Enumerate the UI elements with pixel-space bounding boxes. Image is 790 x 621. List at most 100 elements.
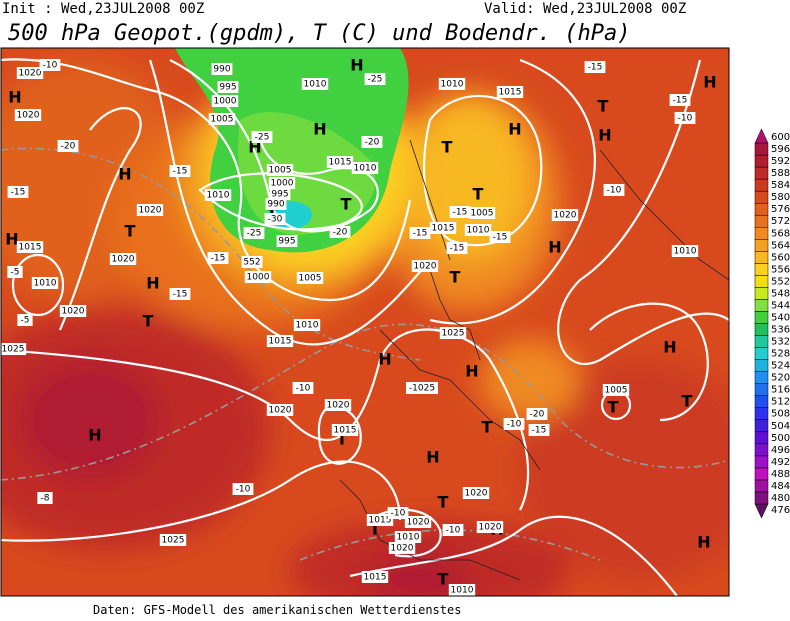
contour-label: 1000 (271, 179, 294, 189)
pressure-center: H (703, 73, 716, 92)
contour-label: 1020 (391, 544, 414, 554)
label-box (207, 252, 229, 264)
label-box (136, 204, 164, 216)
color-swatch (754, 395, 769, 408)
label-box (331, 424, 359, 436)
label-box (293, 319, 321, 331)
label-box (476, 521, 504, 533)
pressure-center: T (143, 312, 154, 331)
contour-label: 1015 (364, 573, 387, 583)
color-bar-label: 584 (771, 180, 790, 191)
color-swatch (754, 154, 769, 168)
label-box (464, 224, 492, 236)
color-swatch (754, 419, 769, 433)
label-box (204, 189, 232, 201)
pressure-center: H (146, 274, 159, 293)
label-box (159, 534, 187, 546)
color-swatch (754, 383, 769, 396)
color-swatch (754, 371, 769, 384)
color-swatch (754, 491, 769, 505)
pressure-center: T (438, 493, 449, 512)
color-bar-label: 588 (771, 168, 790, 179)
contour-label: -5 (11, 268, 20, 278)
color-swatch (754, 503, 769, 519)
label-box (37, 492, 53, 504)
color-bar-label: 532 (771, 337, 790, 348)
label-box (674, 112, 696, 124)
contour-label: 1005 (471, 209, 494, 219)
label-box (292, 382, 314, 394)
pressure-center: T (337, 430, 348, 449)
label-box (59, 305, 87, 317)
contour-label: 1025 (162, 536, 185, 546)
color-swatch (754, 226, 769, 240)
label-box (388, 542, 416, 554)
label-box (429, 222, 457, 234)
contour-label: -15 (11, 188, 26, 198)
pressure-center: H (5, 230, 18, 249)
contour-label: -20 (365, 138, 380, 148)
contour-label: -25 (247, 229, 262, 239)
color-swatch (754, 263, 769, 276)
label-box (301, 78, 329, 90)
label-box (109, 253, 137, 265)
color-bar-label: 580 (771, 192, 790, 203)
label-box (394, 531, 422, 543)
label-box (329, 226, 351, 238)
color-bar-label: 508 (771, 409, 790, 420)
pressure-center: T (598, 97, 609, 116)
pressure-center: H (118, 165, 131, 184)
pressure-center: H (8, 88, 21, 107)
contour-label: 1020 (269, 406, 292, 416)
color-bar-label: 480 (771, 493, 790, 504)
label-box (366, 514, 394, 526)
label-box (324, 399, 352, 411)
contour-label: 1020 (62, 307, 85, 317)
contour-label: -30 (268, 215, 283, 225)
color-swatch (754, 178, 769, 192)
contour-label: -8 (41, 494, 50, 504)
contour-label: 1010 (441, 80, 464, 90)
color-swatch (754, 190, 769, 204)
label-box (409, 227, 431, 239)
contour-label: -15 (211, 254, 226, 264)
color-swatch (754, 287, 769, 300)
label-box (266, 404, 294, 416)
color-swatch (754, 335, 769, 348)
contour-label: -10 (391, 509, 406, 519)
contour-label: 995 (271, 190, 288, 200)
pressure-center: T (370, 520, 381, 539)
label-box (669, 94, 691, 106)
contour-label: -20 (530, 410, 545, 420)
contour-label: 1015 (19, 243, 42, 253)
contour-label: -15 (173, 167, 188, 177)
contour-label: 1020 (139, 206, 162, 216)
label-box (448, 584, 476, 596)
label-box (364, 73, 386, 85)
label-box (7, 266, 23, 278)
color-bar-label: 564 (771, 240, 790, 251)
label-box (361, 571, 389, 583)
label-box (361, 136, 383, 148)
contour-label: -15 (532, 426, 547, 436)
contour-label: -15 (413, 229, 428, 239)
init-time: Init : Wed,23JUL2008 00Z (2, 1, 204, 17)
label-box (268, 177, 296, 189)
color-bar-label: 536 (771, 325, 790, 336)
contour-label: -25 (255, 133, 270, 143)
label-box (17, 314, 33, 326)
contour-label: 1010 (304, 80, 327, 90)
label-box (266, 164, 294, 176)
pressure-center: T (442, 138, 453, 157)
label-box (7, 186, 29, 198)
contour-label: -15 (453, 208, 468, 218)
label-box (551, 209, 579, 221)
isotherms (1, 147, 729, 561)
color-bar-label: 548 (771, 288, 790, 299)
contour-label: 1015 (329, 158, 352, 168)
contour-label: 1025 (442, 329, 465, 339)
isobars (1, 58, 729, 596)
label-box (438, 78, 466, 90)
pressure-center: H (88, 426, 101, 445)
